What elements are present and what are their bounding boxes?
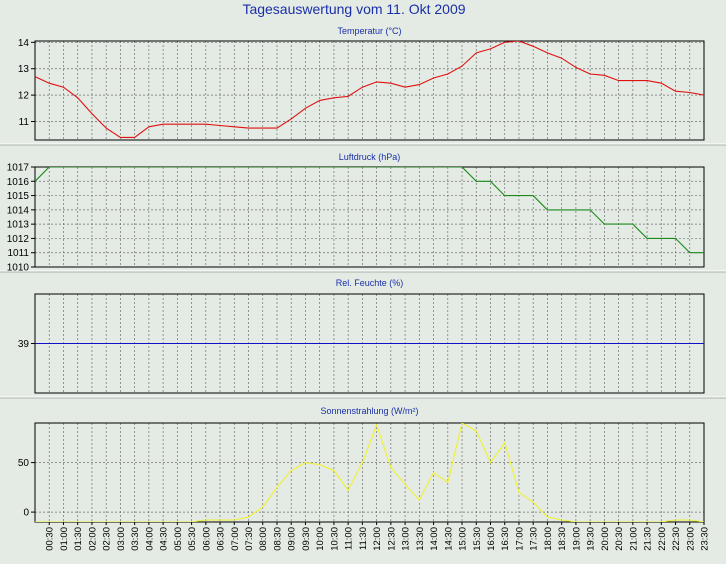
x-tick-label: 04:00 [144,527,155,551]
x-tick-label: 03:30 [130,527,141,551]
x-tick-label: 17:30 [529,527,540,551]
y-tick-label: 1013 [7,220,30,231]
x-tick-label: 21:00 [628,527,639,551]
chart-panel-4: Sonnenstrahlung (W/m²) 0 50 [18,406,705,523]
page-title: Tagesauswertung vom 11. Okt 2009 [242,1,465,17]
x-tick-label: 17:00 [515,527,526,551]
x-tick-label: 01:30 [73,527,84,551]
x-tick-label: 22:00 [657,527,668,551]
x-tick-label: 04:30 [159,527,170,551]
x-tick-label: 13:30 [415,527,426,551]
x-tick-label: 08:30 [273,527,284,551]
x-tick-label: 19:30 [586,527,597,551]
x-tick-label: 12:00 [372,527,383,551]
x-tick-label: 15:30 [472,527,483,551]
x-tick-label: 03:00 [116,527,127,551]
y-tick-label: 13 [18,64,30,75]
y-tick-label: 0 [23,508,29,519]
x-tick-label: 02:30 [102,527,113,551]
y-tick-label: 1011 [7,248,29,259]
x-tick-label: 05:00 [173,527,184,551]
y-tick-label: 1017 [7,163,30,174]
plot-frame [34,166,705,268]
x-tick-label: 19:00 [571,527,582,551]
y-tick-label: 1016 [7,177,30,188]
series-line [35,41,704,138]
x-tick-label: 15:00 [458,527,469,551]
x-tick-label: 16:00 [486,527,497,551]
x-tick-label: 05:30 [187,527,198,551]
x-tick-label: 07:30 [244,527,255,551]
chart-panel-2: Luftdruck (hPa) 1010 1011 1012 1013 1014 1015 1… [0,152,726,274]
x-tick-label: 18:30 [557,527,568,551]
y-tick-label: 50 [18,458,30,469]
x-tick-label: 13:00 [401,527,412,551]
x-tick-label: 11:30 [358,527,369,550]
y-tick-label: 12 [18,91,30,102]
x-tick-label: 23:00 [685,527,696,551]
panel-title: Temperatur (°C) [337,26,401,36]
panel-title: Luftdruck (hPa) [339,152,401,162]
x-tick-label: 06:30 [216,527,227,551]
x-tick-label: 09:00 [287,527,298,551]
x-tick-label: 22:30 [671,527,682,551]
x-tick-label: 21:30 [643,527,654,551]
x-tick-label: 01:00 [59,527,70,551]
chart-panel-3: Rel. Feuchte (%) 39 [0,278,726,399]
y-tick-label: 1012 [7,234,30,245]
x-tick-label: 18:00 [543,527,554,551]
x-tick-label: 11:00 [344,527,355,550]
x-tick-label: 14:30 [443,527,454,551]
plot-frame [34,40,705,141]
x-tick-label: 12:30 [386,527,397,551]
y-tick-label: 14 [18,38,30,49]
x-tick-label: 20:30 [614,527,625,551]
x-tick-label: 16:30 [500,527,511,551]
x-tick-label: 07:00 [230,527,241,551]
y-tick-label: 39 [18,339,30,350]
x-tick-label: 20:00 [600,527,611,551]
x-tick-label: 09:30 [301,527,312,551]
y-tick-label: 11 [19,117,30,128]
x-tick-label: 10:00 [315,527,326,551]
x-tick-label: 14:00 [429,527,440,551]
x-tick-label: 06:00 [201,527,212,551]
x-tick-label: 02:00 [87,527,98,551]
chart-panel-1: Temperatur (°C) 11 12 13 14 [0,26,726,146]
y-tick-label: 1015 [7,191,30,202]
series-line [35,423,704,522]
series-line [35,167,704,254]
plot-frame [34,422,705,523]
x-tick-label: 08:00 [258,527,269,551]
x-tick-label: 10:30 [329,527,340,551]
x-tick-label: 23:30 [700,527,711,551]
x-tick-label: 00:30 [45,527,56,551]
y-tick-label: 1014 [7,205,30,216]
panel-title: Rel. Feuchte (%) [336,278,404,288]
y-tick-label: 1010 [7,263,30,274]
panel-title: Sonnenstrahlung (W/m²) [320,406,418,416]
